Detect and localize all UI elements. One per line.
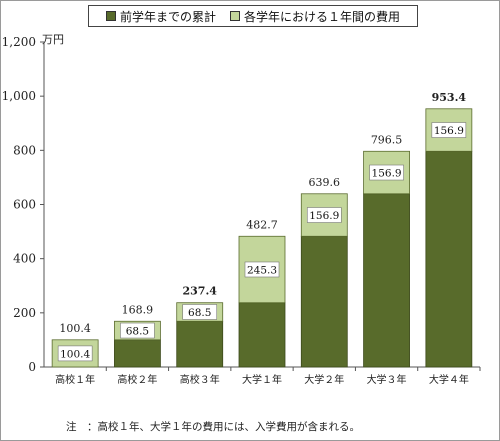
segment-label-box: [306, 207, 342, 223]
total-value-label: 639.6: [309, 176, 341, 189]
x-tick-label: 高校１年: [55, 373, 95, 386]
legend-label-annual: 各学年における１年間の費用: [244, 9, 401, 24]
x-tick-label: 大学１年: [242, 373, 282, 386]
total-value-label: 482.7: [246, 218, 278, 231]
segment-value-label: 156.9: [434, 125, 464, 137]
legend-swatch-cumulative: [105, 11, 116, 21]
x-tick-label: 高校３年: [180, 373, 220, 386]
y-tick-label: 1,000: [2, 89, 36, 103]
legend-item-cumulative: 前学年までの累計: [105, 8, 216, 25]
legend-swatch-annual: [230, 11, 240, 21]
x-tick-label: 大学３年: [367, 373, 407, 386]
segment-value-label: 68.5: [188, 307, 211, 319]
segment-value-label: 100.4: [60, 348, 90, 360]
y-tick-label: 0: [28, 360, 36, 374]
segment-label-box: [369, 164, 404, 181]
bar-cumulative: [176, 320, 224, 368]
unit-label: 万円: [42, 33, 64, 46]
total-value-label: 953.4: [432, 91, 467, 104]
bar-cumulative: [238, 302, 286, 368]
segment-label-box: [182, 304, 218, 320]
segment-value-label: 156.9: [372, 168, 402, 180]
total-value-label: 100.4: [59, 322, 91, 335]
segment-value-label: 245.3: [247, 264, 277, 276]
segment-value-label: 68.5: [126, 326, 149, 338]
y-tick-label: 400: [13, 252, 36, 266]
x-tick-label: 大学４年: [429, 373, 469, 386]
legend: 前学年までの累計 各学年における１年間の費用: [88, 5, 418, 27]
y-tick-label: 1,200: [2, 35, 36, 49]
y-tick-label: 200: [13, 306, 36, 320]
bar-cumulative: [363, 193, 410, 368]
bar-cumulative: [425, 150, 473, 368]
segment-label-box: [57, 345, 93, 362]
total-value-label: 237.4: [182, 285, 217, 298]
segment-label-box: [120, 322, 155, 339]
total-value-label: 796.5: [371, 133, 403, 146]
legend-item-annual: 各学年における１年間の費用: [230, 8, 400, 25]
segment-label-box: [431, 122, 467, 138]
total-value-label: 168.9: [122, 303, 154, 316]
x-tick-label: 大学２年: [304, 373, 344, 386]
footnote: 注 ：高校１年、大学１年の費用には、入学費用が含まれる。: [66, 421, 360, 433]
x-tick-label: 高校２年: [117, 373, 157, 386]
bar-cumulative: [300, 235, 348, 368]
segment-label-box: [244, 261, 280, 278]
segment-value-label: 156.9: [309, 210, 339, 222]
y-tick-label: 800: [13, 143, 36, 157]
legend-label-cumulative: 前学年までの累計: [119, 9, 216, 24]
bar-cumulative: [114, 339, 161, 368]
y-tick-label: 600: [13, 198, 36, 212]
